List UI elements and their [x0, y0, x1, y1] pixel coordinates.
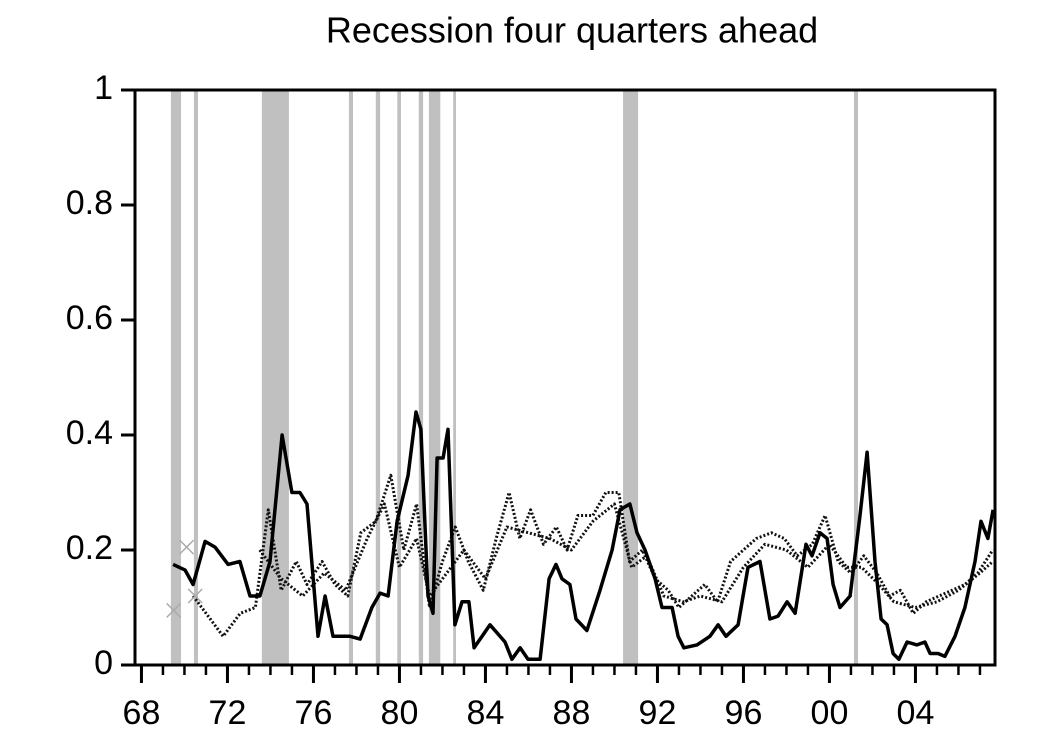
x-tick-label: 04: [897, 694, 935, 732]
recession-band: [453, 90, 456, 665]
recession-band: [853, 90, 859, 665]
recession-band: [418, 90, 424, 665]
y-tick-label: 0.6: [66, 299, 113, 337]
x-tick-label: 96: [725, 694, 763, 732]
recession-band: [375, 90, 381, 665]
x-tick-label: 68: [123, 694, 161, 732]
series-line: [191, 473, 995, 638]
chart-title: Recession four quarters ahead: [326, 10, 818, 51]
x-tick-label: 88: [553, 694, 591, 732]
cross-marker: [166, 602, 182, 618]
recession-band: [623, 90, 639, 665]
x-tick-label: 80: [381, 694, 419, 732]
cross-marker: [187, 588, 203, 604]
series-line: [172, 410, 995, 662]
y-tick-label: 0.4: [66, 414, 113, 452]
x-tick-label: 76: [295, 694, 333, 732]
x-tick-label: 92: [639, 694, 677, 732]
y-tick-label: 0: [94, 644, 113, 682]
y-tick-label: 0.2: [66, 529, 113, 567]
recession-band: [397, 90, 401, 665]
cross-marker: [179, 539, 195, 555]
y-tick-label: 0.8: [66, 184, 113, 222]
plot-frame: [133, 88, 997, 667]
recession-band: [348, 90, 354, 665]
recession-band: [170, 90, 182, 665]
x-tick-label: 84: [467, 694, 505, 732]
x-tick-label: 00: [811, 694, 849, 732]
recession-band: [193, 90, 198, 665]
recession-band: [428, 90, 441, 665]
y-tick-label: 1: [94, 69, 113, 107]
x-tick-label: 72: [209, 694, 247, 732]
